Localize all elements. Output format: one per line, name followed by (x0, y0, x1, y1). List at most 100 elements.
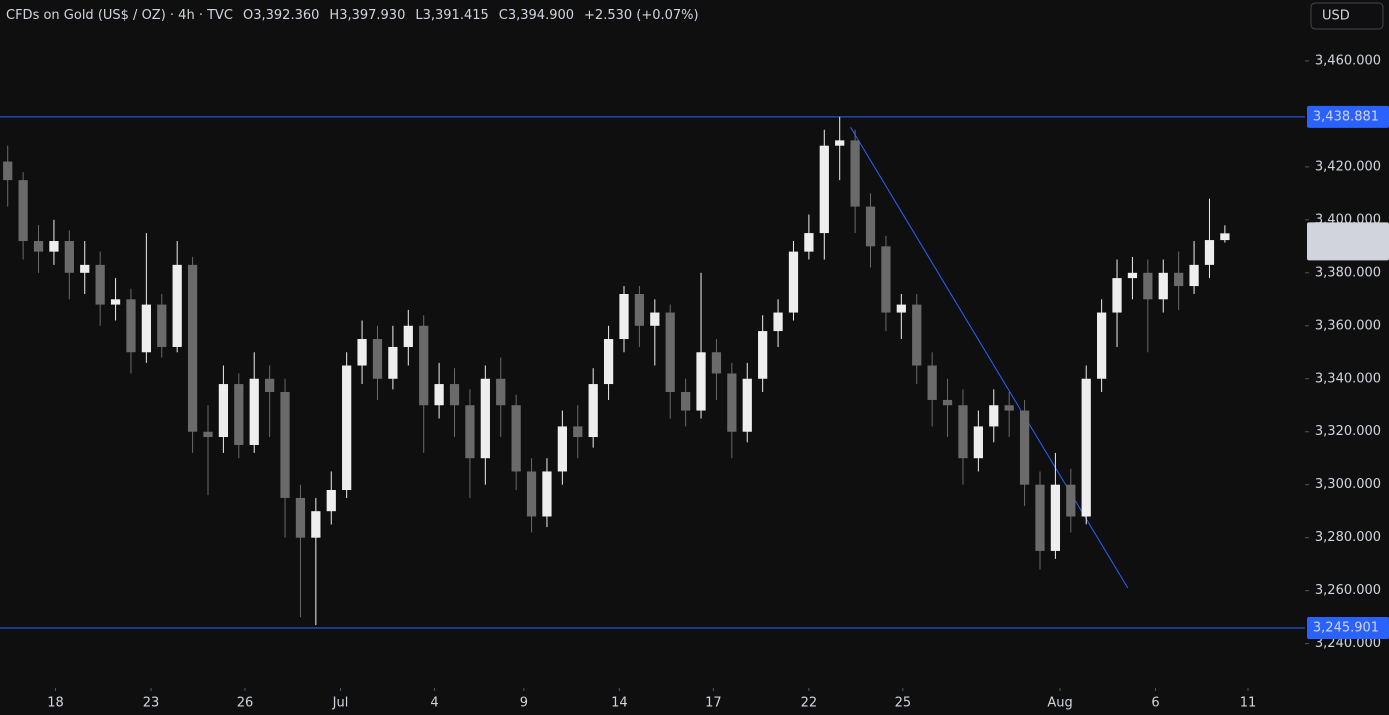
x-tick-label: Jul (332, 696, 349, 711)
header-value: 3,392.360 (253, 8, 319, 23)
candle-body (403, 325, 413, 347)
candle-body (265, 378, 275, 392)
candle-body (619, 294, 629, 340)
x-tick-label: 25 (895, 696, 912, 711)
candle-body (1158, 272, 1168, 300)
candle-body (1035, 484, 1045, 551)
candle-body (1127, 272, 1138, 279)
candle-body (804, 233, 814, 252)
header-value: 3,391.415 (423, 8, 489, 23)
header-label: O (243, 8, 253, 23)
candle-body (80, 264, 90, 273)
candle-body (449, 384, 460, 406)
candle-body (865, 206, 876, 247)
candle-body (434, 384, 444, 406)
candle-body (157, 304, 167, 347)
candle-body (280, 392, 290, 498)
y-tick-label: 3,320.000 (1315, 424, 1381, 439)
currency-button[interactable] (1310, 2, 1384, 30)
candle-body (835, 140, 845, 146)
candle-body (311, 511, 321, 538)
candle-body (64, 241, 74, 273)
candle-body (18, 180, 28, 242)
y-tick-label: 3,240.000 (1315, 636, 1381, 651)
x-tick-label: 11 (1240, 696, 1257, 711)
candle-body (542, 471, 552, 517)
candle-body (896, 304, 906, 313)
candle-body (989, 405, 999, 427)
candle-body (526, 471, 537, 517)
candle-body (187, 264, 198, 432)
candle-body (3, 161, 13, 181)
candle-body (33, 241, 44, 252)
candle-body (372, 339, 383, 379)
header-label: CFDs on Gold (US$ / OZ) · 4h · TVC (6, 8, 233, 23)
candle-body (665, 312, 675, 392)
header-value: +2.530 (+0.07%) (584, 8, 699, 23)
header-value: 3,394.900 (508, 8, 574, 23)
header-text: CFDs on Gold (US$ / OZ) · 4h · TVC O3,392… (6, 8, 699, 23)
header-label: C (499, 8, 508, 23)
candle-body (326, 490, 336, 512)
candle-body (126, 299, 136, 353)
candle-body (465, 405, 475, 459)
candle-body (419, 325, 429, 406)
x-tick-label: 6 (1151, 696, 1159, 711)
candle-body (234, 384, 244, 445)
y-tick-label: 3,280.000 (1315, 530, 1381, 545)
countdown: 03:31:45 (1317, 243, 1375, 258)
header-value: 3,397.930 (339, 8, 405, 23)
candle-body (973, 426, 983, 459)
candle-body (634, 294, 645, 326)
y-tick-label: 3,360.000 (1315, 318, 1381, 333)
candle-body (1004, 405, 1014, 411)
y-tick-label: 3,420.000 (1315, 159, 1381, 174)
candle-body (203, 431, 213, 438)
candle-body (172, 264, 182, 347)
candle-body (1204, 240, 1215, 265)
candle-body (711, 352, 722, 374)
candle-body (773, 312, 783, 332)
header-label: L (415, 8, 423, 23)
candle-body (388, 346, 398, 379)
candle-body (1143, 272, 1153, 300)
candle-body (958, 405, 968, 459)
y-tick-label: 3,300.000 (1315, 477, 1381, 492)
candle-body (742, 378, 752, 432)
x-tick-label: 14 (611, 696, 628, 711)
candle-body (557, 426, 567, 472)
y-tick-label: 3,260.000 (1315, 583, 1381, 598)
candle-body (927, 365, 937, 400)
candle-body (650, 312, 660, 326)
x-tick-label: 26 (237, 696, 254, 711)
candle-body (218, 384, 229, 438)
currency-label[interactable]: USD (1322, 9, 1350, 24)
x-tick-label: 17 (705, 696, 722, 711)
y-tick-label: 3,460.000 (1315, 53, 1381, 68)
candle-body (357, 339, 367, 366)
y-tick-label: 3,340.000 (1315, 371, 1381, 386)
candle-body (1174, 272, 1184, 287)
candle-body (1112, 278, 1122, 313)
price-label-box (1307, 616, 1389, 639)
candle-body (49, 241, 59, 252)
price-label: 3,438.881 (1313, 109, 1379, 124)
candle-body (850, 140, 860, 207)
candle-body (942, 399, 953, 406)
last-price: 3,394.900 (1313, 226, 1379, 241)
x-tick-label: 4 (430, 696, 438, 711)
candle-body (603, 339, 614, 385)
y-tick-label: 3,380.000 (1315, 265, 1381, 280)
candle-body (1050, 484, 1061, 551)
candle-body (1066, 484, 1076, 517)
header-label: H (329, 8, 339, 23)
candle-body (1097, 312, 1107, 379)
candle-body (1081, 378, 1091, 517)
last-price-box (1307, 222, 1389, 261)
candle-body (496, 378, 506, 406)
candle-body (758, 331, 768, 379)
candle-body (727, 373, 737, 432)
candle-body (342, 365, 352, 490)
candle-body (95, 264, 105, 305)
